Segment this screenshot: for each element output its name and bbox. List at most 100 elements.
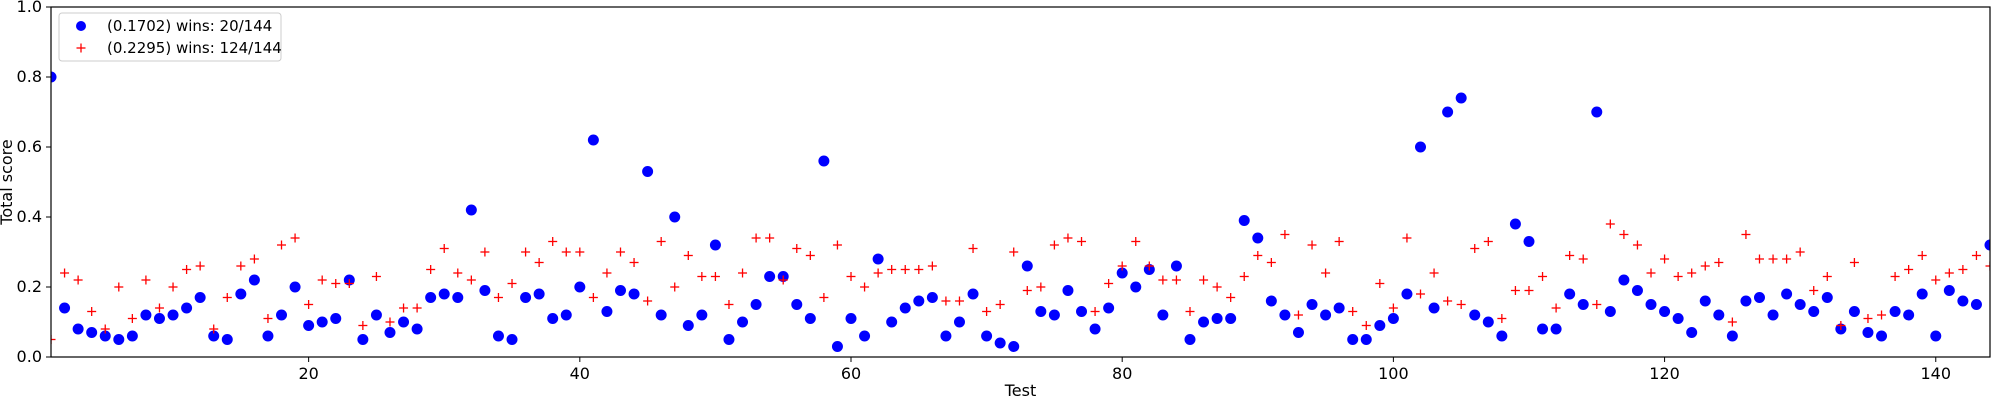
data-point-red — [399, 303, 409, 313]
data-point-blue — [1428, 302, 1440, 314]
data-point-red — [534, 258, 544, 267]
data-point-red — [60, 268, 70, 278]
data-point-red — [1226, 293, 1236, 302]
data-point-red — [1592, 300, 1602, 309]
data-point-blue — [181, 302, 193, 314]
data-point-red — [182, 265, 192, 274]
data-point-blue — [1347, 334, 1359, 345]
data-point-blue — [1225, 313, 1237, 324]
x-tick-label: 100 — [1378, 364, 1409, 383]
data-point-red — [127, 314, 137, 323]
data-point-red — [1483, 237, 1493, 246]
data-point-blue — [1577, 299, 1589, 310]
data-point-red — [819, 293, 829, 302]
data-point-blue — [642, 166, 654, 177]
data-point-red — [629, 258, 639, 267]
data-point-red — [1565, 251, 1575, 260]
data-point-red — [141, 275, 151, 285]
data-point-red — [1890, 272, 1900, 281]
data-point-red — [968, 244, 978, 253]
data-point-red — [832, 240, 842, 250]
data-point-red — [1782, 254, 1792, 264]
data-point-red — [941, 296, 951, 306]
data-point-red — [1375, 279, 1385, 288]
data-point-red — [1171, 275, 1181, 285]
data-point-blue — [1265, 295, 1277, 307]
data-point-blue — [1699, 295, 1711, 307]
data-point-blue — [1903, 309, 1915, 321]
data-point-blue — [1889, 306, 1901, 317]
data-point-blue — [628, 288, 640, 300]
data-point-blue — [872, 253, 884, 265]
data-point-blue — [438, 288, 450, 300]
data-point-red — [995, 300, 1005, 309]
data-point-blue — [1008, 341, 1020, 352]
data-point-blue — [398, 316, 410, 328]
data-point-blue — [1740, 295, 1752, 307]
data-point-blue — [1035, 306, 1047, 317]
y-axis-label: Total score — [0, 139, 16, 225]
data-point-red — [1429, 268, 1439, 278]
data-point-red — [1402, 233, 1412, 243]
data-point-blue — [574, 281, 586, 293]
data-point-blue — [926, 292, 938, 303]
data-point-red — [1985, 261, 1990, 271]
data-point-blue — [1482, 316, 1494, 328]
data-point-red — [900, 265, 910, 274]
y-tick-label: 1.0 — [17, 0, 42, 16]
data-point-red — [1416, 289, 1426, 299]
data-point-blue — [1062, 285, 1074, 296]
x-tick-label: 60 — [841, 364, 861, 383]
data-point-red — [656, 237, 666, 246]
data-point-blue — [506, 334, 518, 345]
data-point-red — [873, 268, 883, 278]
data-point-red — [1673, 272, 1683, 281]
data-point-blue — [533, 288, 545, 300]
x-tick-label: 120 — [1649, 364, 1680, 383]
data-point-blue — [1564, 288, 1576, 300]
data-point-blue — [1116, 267, 1128, 279]
data-point-blue — [1970, 299, 1982, 310]
data-point-blue — [1320, 309, 1332, 321]
data-point-red — [1795, 247, 1805, 257]
data-point-red — [927, 261, 937, 271]
data-point-red — [1931, 275, 1941, 285]
data-point-red — [317, 275, 327, 285]
data-point-blue — [452, 292, 464, 303]
legend-box — [58, 12, 282, 62]
legend-marker-circle — [76, 21, 86, 31]
data-point-red — [1863, 314, 1873, 323]
data-point-blue — [1631, 285, 1643, 296]
data-point-red — [1022, 286, 1032, 295]
data-point-blue — [1916, 288, 1928, 300]
data-point-red — [1131, 237, 1141, 246]
y-tick-label: 0.4 — [17, 207, 42, 226]
data-point-blue — [59, 302, 71, 314]
data-point-blue — [1292, 327, 1304, 338]
data-point-red — [222, 293, 232, 302]
data-point-red — [1646, 268, 1656, 278]
data-point-blue — [357, 334, 369, 345]
data-point-red — [290, 233, 300, 243]
data-point-blue — [614, 285, 626, 296]
data-point-blue — [1103, 302, 1115, 314]
data-point-blue — [1672, 313, 1684, 324]
data-point-red — [358, 321, 368, 330]
data-point-red — [1307, 240, 1317, 250]
data-point-red — [385, 317, 395, 327]
data-point-red — [548, 237, 558, 246]
data-point-red — [480, 247, 490, 257]
data-point-red — [1727, 317, 1737, 327]
x-axis-label: Test — [1004, 381, 1037, 400]
data-point-red — [1741, 230, 1751, 239]
data-point-blue — [72, 323, 84, 335]
data-point-blue — [1021, 260, 1033, 272]
data-point-red — [1632, 240, 1642, 250]
data-point-red — [371, 272, 381, 281]
data-point-red — [860, 282, 870, 292]
data-point-red — [643, 296, 653, 306]
data-point-blue — [1089, 323, 1101, 335]
data-point-red — [1158, 275, 1168, 285]
data-point-red — [1538, 272, 1548, 281]
